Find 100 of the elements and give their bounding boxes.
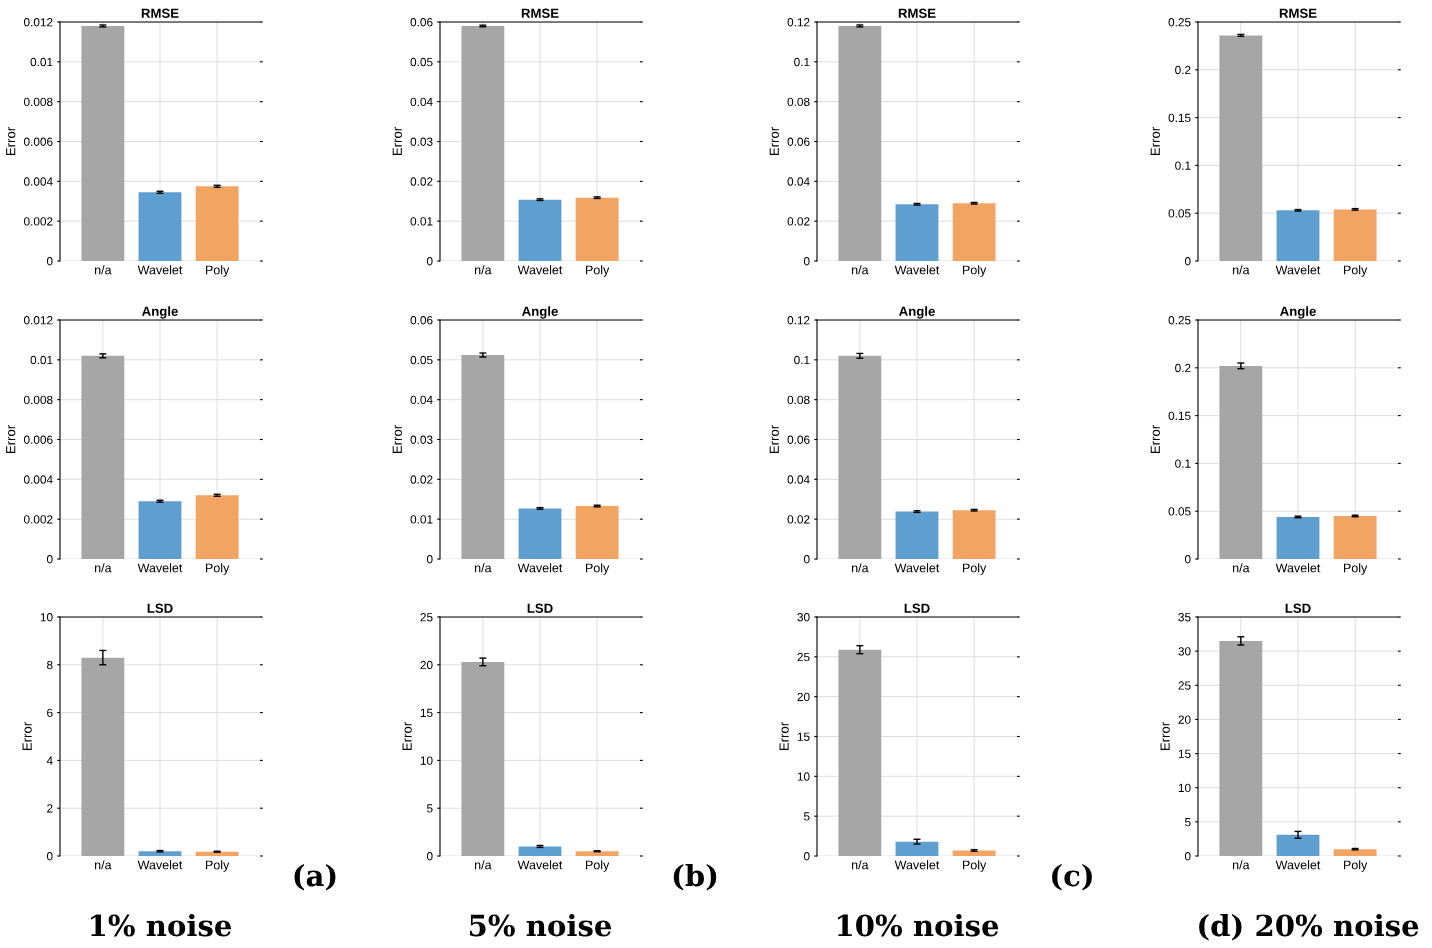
bar bbox=[575, 851, 619, 856]
y-axis-title: Error bbox=[402, 722, 412, 751]
x-tick-label: Poly bbox=[586, 265, 610, 277]
y-tick-label: 0 bbox=[426, 555, 433, 564]
y-tick-label: 0.08 bbox=[787, 395, 810, 405]
y-tick-label: 0.02 bbox=[410, 177, 433, 186]
bar bbox=[81, 355, 125, 559]
x-tick-label: Wavelet bbox=[1275, 265, 1321, 275]
y-tick-label: 0.012 bbox=[23, 316, 53, 325]
y-tick-label: 0.06 bbox=[787, 435, 810, 444]
chart-title: LSD bbox=[904, 603, 930, 613]
y-tick-label: 0 bbox=[803, 257, 810, 266]
x-tick-label: n/a bbox=[852, 860, 869, 870]
bar bbox=[838, 649, 882, 856]
x-tick-label: Wavelet bbox=[894, 265, 940, 275]
y-axis-title: Error bbox=[6, 425, 16, 454]
y-tick-label: 0.008 bbox=[23, 97, 53, 107]
y-tick-label: 5 bbox=[1184, 818, 1191, 827]
y-tick-label: 15 bbox=[420, 708, 433, 717]
bar bbox=[81, 25, 125, 261]
y-tick-label: 0.002 bbox=[23, 217, 53, 226]
y-tick-label: 0 bbox=[1184, 555, 1191, 564]
text: 5% noise bbox=[469, 913, 612, 937]
y-tick-label: 0 bbox=[803, 555, 810, 564]
y-tick-label: 0.03 bbox=[410, 435, 433, 444]
x-tick-label: Poly bbox=[586, 563, 610, 575]
x-tick-label: Poly bbox=[963, 563, 987, 575]
y-tick-label: 2 bbox=[47, 804, 53, 813]
bar bbox=[895, 511, 939, 559]
bar bbox=[575, 506, 619, 559]
x-tick-label: Poly bbox=[206, 860, 230, 872]
y-tick-label: 0.04 bbox=[410, 395, 433, 405]
y-tick-label: 0.05 bbox=[1168, 209, 1191, 218]
text: 1% noise bbox=[91, 913, 232, 937]
y-axis-title: Error bbox=[769, 127, 779, 156]
y-axis-title: Error bbox=[769, 425, 779, 454]
bar bbox=[195, 186, 239, 261]
y-tick-label: 10 bbox=[420, 756, 433, 765]
y-tick-label: 25 bbox=[797, 652, 810, 662]
y-tick-label: 0.12 bbox=[787, 18, 810, 27]
y-tick-label: 0 bbox=[46, 257, 53, 266]
bar bbox=[1276, 516, 1320, 559]
y-tick-label: 20 bbox=[420, 660, 433, 670]
bar bbox=[952, 203, 996, 261]
bar bbox=[518, 508, 562, 559]
y-tick-label: 0.02 bbox=[410, 475, 433, 484]
y-tick-label: 0.02 bbox=[787, 217, 810, 226]
bar bbox=[1219, 35, 1263, 261]
x-tick-label: Wavelet bbox=[517, 563, 563, 573]
y-tick-label: 0.05 bbox=[410, 57, 433, 67]
x-tick-label: Poly bbox=[963, 860, 987, 872]
text: (c) bbox=[1052, 863, 1092, 891]
y-axis-title: Error bbox=[392, 425, 402, 454]
chart-title: LSD bbox=[527, 603, 553, 613]
bar bbox=[1333, 209, 1377, 261]
y-tick-label: 0.05 bbox=[410, 355, 433, 365]
bar bbox=[1333, 849, 1377, 856]
x-tick-label: Poly bbox=[1344, 265, 1368, 277]
y-tick-label: 10 bbox=[40, 613, 53, 622]
chart-title: RMSE bbox=[141, 8, 179, 18]
bar bbox=[838, 25, 882, 261]
x-tick-label: n/a bbox=[95, 860, 112, 870]
y-axis-title: Error bbox=[22, 722, 32, 751]
y-tick-label: 0.004 bbox=[23, 177, 53, 186]
y-tick-label: 0.12 bbox=[787, 316, 810, 325]
x-tick-label: n/a bbox=[475, 265, 492, 275]
y-tick-label: 0.01 bbox=[30, 57, 53, 67]
y-tick-label: 0 bbox=[46, 555, 53, 564]
chart-title: Angle bbox=[1280, 306, 1316, 319]
y-tick-label: 0.04 bbox=[787, 475, 810, 484]
bar bbox=[575, 197, 619, 261]
x-tick-label: Wavelet bbox=[1275, 563, 1321, 573]
chart-title: Angle bbox=[142, 306, 178, 319]
y-tick-label: 0.012 bbox=[23, 18, 53, 27]
chart-title: LSD bbox=[147, 603, 173, 613]
text: (b) bbox=[673, 863, 717, 891]
y-tick-label: 0.15 bbox=[1168, 411, 1191, 420]
bar bbox=[1276, 210, 1320, 261]
y-tick-label: 0.15 bbox=[1168, 113, 1191, 122]
y-tick-label: 5 bbox=[426, 804, 433, 813]
y-tick-label: 0.08 bbox=[787, 97, 810, 107]
bar bbox=[838, 355, 882, 559]
y-tick-label: 0 bbox=[426, 257, 433, 266]
y-tick-label: 6 bbox=[47, 708, 53, 717]
x-tick-label: Wavelet bbox=[517, 860, 563, 870]
y-tick-label: 20 bbox=[1178, 715, 1191, 724]
y-tick-label: 0.006 bbox=[23, 435, 53, 444]
text: (a) bbox=[294, 863, 336, 891]
y-tick-label: 0 bbox=[426, 852, 433, 861]
y-tick-label: 0.04 bbox=[410, 97, 433, 107]
x-tick-label: Wavelet bbox=[894, 860, 940, 870]
x-tick-label: Wavelet bbox=[1275, 860, 1321, 870]
x-tick-label: n/a bbox=[475, 563, 492, 573]
bar bbox=[461, 661, 505, 856]
x-tick-label: n/a bbox=[1233, 860, 1250, 870]
y-tick-label: 0.2 bbox=[1175, 363, 1191, 373]
x-tick-label: Wavelet bbox=[137, 860, 183, 870]
y-tick-label: 25 bbox=[420, 613, 433, 622]
y-tick-label: 15 bbox=[1178, 749, 1191, 758]
y-tick-label: 0.06 bbox=[410, 18, 433, 27]
